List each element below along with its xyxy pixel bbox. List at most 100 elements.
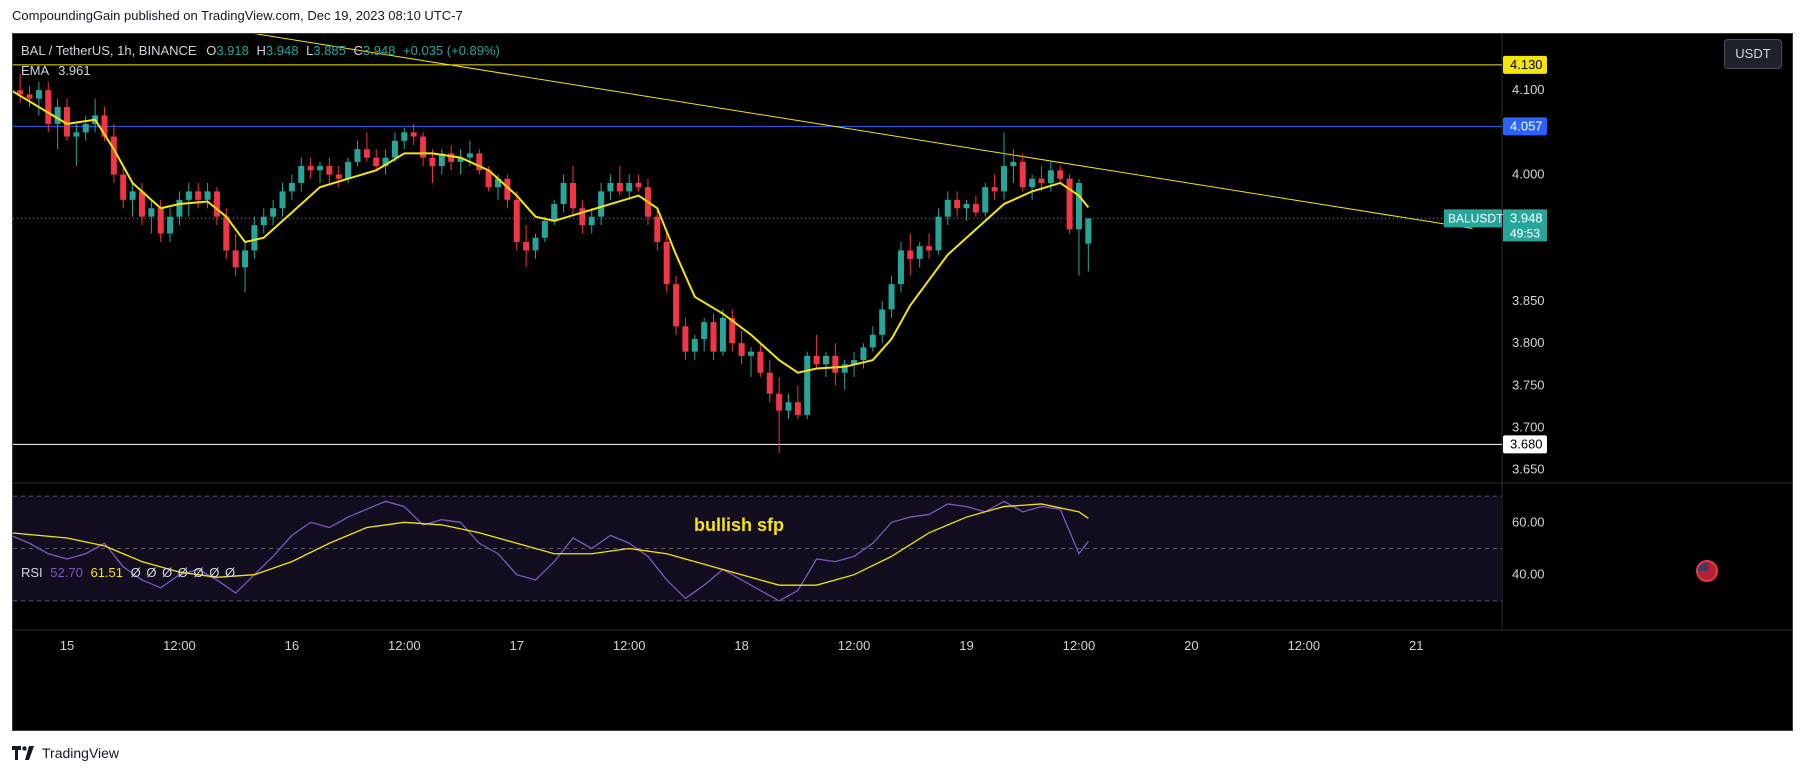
candle-body: [485, 170, 492, 188]
price-tick-label: 4.000: [1512, 167, 1545, 182]
open-value: 3.918: [216, 43, 249, 58]
candle-body: [26, 94, 33, 99]
candle-body: [1085, 218, 1092, 244]
rsi-legend[interactable]: RSI 52.70 61.51 Ø Ø Ø Ø Ø Ø Ø: [21, 565, 236, 580]
candle-body: [35, 90, 42, 99]
candle-body: [738, 343, 745, 356]
candle-body: [663, 241, 670, 285]
candle-body: [813, 355, 820, 365]
current-price-label-bg: [1503, 209, 1547, 242]
candle-body: [138, 191, 145, 217]
candle-body: [701, 322, 708, 339]
candle-body: [195, 191, 202, 200]
candle-body: [213, 191, 220, 217]
candle-body: [888, 284, 895, 310]
footer-brand[interactable]: TradingView: [12, 745, 119, 761]
candle-body: [1057, 170, 1064, 179]
symbol-price-tag-bg: [1444, 209, 1502, 228]
chart-canvas[interactable]: 4.100 4.000 3.850 3.800 3.750 3.700 3.650 60.00…: [13, 34, 1792, 730]
ema-value: 3.961: [58, 63, 91, 78]
candle-body: [710, 322, 717, 352]
candle-body: [363, 149, 370, 158]
candle-body: [476, 153, 483, 171]
time-tick-label: 20: [1184, 638, 1198, 653]
axis-price-label-bg: [1503, 55, 1547, 74]
candle-body: [954, 199, 961, 209]
axis-price-label: 4.057: [1510, 118, 1543, 133]
candle-body: [1010, 161, 1017, 167]
price-tick-label: 3.650: [1512, 462, 1545, 477]
l-label: L: [306, 43, 314, 58]
h-label: H: [256, 43, 266, 58]
bullish-sfp-annotation: bullish sfp: [694, 515, 784, 535]
candle-body: [354, 149, 361, 162]
candle-body: [270, 208, 277, 217]
time-tick-label: 12:00: [388, 638, 421, 653]
time-tick-label: 12:00: [163, 638, 196, 653]
candle-body: [504, 178, 511, 200]
c-label: C: [353, 43, 363, 58]
descending-trendline: [253, 34, 1473, 229]
candle-body: [785, 402, 792, 411]
candle-body: [963, 204, 970, 209]
time-tick-label: 16: [285, 638, 299, 653]
candle-body: [401, 132, 408, 141]
candle-body: [17, 90, 24, 95]
candle-body: [242, 250, 249, 268]
candle-body: [673, 284, 680, 327]
candle-body: [991, 187, 998, 192]
candle-body: [757, 351, 764, 373]
candle-body: [560, 182, 567, 205]
time-tick-label: 15: [60, 638, 74, 653]
ema-legend[interactable]: EMA 3.961: [21, 63, 91, 78]
candle-body: [251, 225, 258, 251]
tradingview-logo-icon: [12, 746, 34, 760]
candle-body: [326, 166, 333, 175]
symbol-title[interactable]: BAL / TetherUS, 1h, BINANCE: [21, 43, 197, 58]
candle-body: [1066, 178, 1073, 230]
candle-body: [569, 182, 576, 209]
candle-body: [926, 246, 933, 251]
candle-body: [1001, 166, 1007, 192]
candle-body: [298, 166, 305, 183]
candle-body: [232, 250, 239, 268]
candle-body: [448, 153, 455, 162]
candle-body: [635, 182, 642, 188]
candle-body: [82, 123, 89, 133]
price-tick-label: 3.800: [1512, 335, 1545, 350]
candle-body: [54, 107, 61, 124]
ema-line: [13, 90, 1090, 374]
rsi-placeholders: Ø Ø Ø Ø Ø Ø Ø: [130, 565, 237, 580]
time-tick-label: 12:00: [1288, 638, 1321, 653]
candle-body: [307, 166, 314, 171]
candle-body: [794, 402, 801, 415]
candle-body: [832, 355, 839, 373]
candle-body: [382, 157, 389, 167]
candle-body: [1038, 178, 1045, 183]
candle-body: [185, 191, 192, 200]
candle-body: [626, 182, 633, 192]
high-value: 3.948: [265, 43, 299, 58]
candle-body: [776, 393, 783, 411]
rsi-ma-value: 61.51: [90, 565, 124, 580]
candle-body: [532, 237, 539, 251]
candle-body: [335, 174, 342, 179]
candle-body: [822, 355, 829, 365]
candle-body: [869, 334, 876, 348]
rsi-value: 52.70: [50, 565, 83, 580]
us-flag-icon[interactable]: [1696, 560, 1718, 582]
price-tick-label: 4.100: [1512, 82, 1545, 97]
candle-body: [410, 132, 417, 137]
currency-button[interactable]: USDT: [1724, 39, 1782, 69]
symbol-price-tag: BALUSDT: [1448, 211, 1504, 225]
candle-body: [157, 208, 164, 234]
candle-body: [495, 178, 502, 188]
time-tick-label: 12:00: [838, 638, 871, 653]
candle-body: [982, 187, 989, 213]
candle-body: [129, 191, 136, 200]
rsi-line: [13, 500, 1089, 602]
candle-body: [45, 90, 52, 124]
candle-body: [897, 250, 904, 285]
chart-frame[interactable]: 4.100 4.000 3.850 3.800 3.750 3.700 3.650 60.00…: [12, 33, 1793, 731]
candle-body: [804, 355, 811, 415]
